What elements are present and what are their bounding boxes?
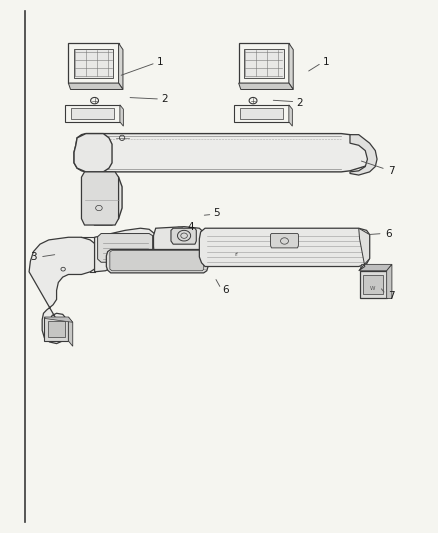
Polygon shape (44, 317, 68, 341)
Polygon shape (95, 228, 157, 272)
Polygon shape (29, 237, 100, 344)
Text: 1: 1 (157, 57, 163, 67)
Text: W: W (370, 286, 375, 292)
Text: 7: 7 (388, 166, 395, 176)
Text: rf: rf (234, 252, 238, 257)
Polygon shape (44, 317, 73, 322)
Polygon shape (110, 251, 204, 271)
Text: 6: 6 (385, 229, 392, 239)
Polygon shape (106, 249, 208, 273)
Polygon shape (350, 135, 377, 175)
Text: 3: 3 (30, 252, 37, 262)
Polygon shape (68, 43, 119, 83)
Polygon shape (74, 134, 370, 172)
Text: 2: 2 (161, 94, 168, 104)
Polygon shape (119, 43, 123, 90)
Text: 7: 7 (388, 290, 395, 301)
Text: 6: 6 (222, 286, 229, 295)
Text: 4: 4 (187, 222, 194, 232)
Polygon shape (289, 105, 292, 126)
Polygon shape (239, 83, 293, 90)
Polygon shape (68, 83, 123, 90)
Polygon shape (289, 43, 293, 90)
Polygon shape (153, 227, 207, 262)
Text: 1: 1 (323, 57, 329, 67)
Text: 5: 5 (213, 208, 220, 219)
Polygon shape (387, 264, 392, 298)
Polygon shape (360, 271, 387, 298)
Polygon shape (240, 108, 283, 119)
Polygon shape (359, 228, 370, 271)
Polygon shape (363, 275, 383, 294)
Polygon shape (239, 43, 289, 83)
Polygon shape (271, 233, 298, 248)
Polygon shape (360, 264, 392, 271)
Polygon shape (71, 108, 114, 119)
Polygon shape (234, 105, 289, 122)
Polygon shape (120, 105, 124, 126)
Polygon shape (81, 172, 119, 225)
Polygon shape (244, 49, 284, 78)
Polygon shape (74, 134, 112, 172)
Polygon shape (65, 105, 120, 122)
Polygon shape (68, 317, 73, 346)
Polygon shape (171, 228, 196, 244)
Polygon shape (74, 49, 113, 78)
Polygon shape (48, 321, 65, 337)
Text: 2: 2 (297, 98, 303, 108)
Polygon shape (199, 228, 370, 266)
Polygon shape (86, 172, 122, 225)
Polygon shape (98, 233, 152, 262)
